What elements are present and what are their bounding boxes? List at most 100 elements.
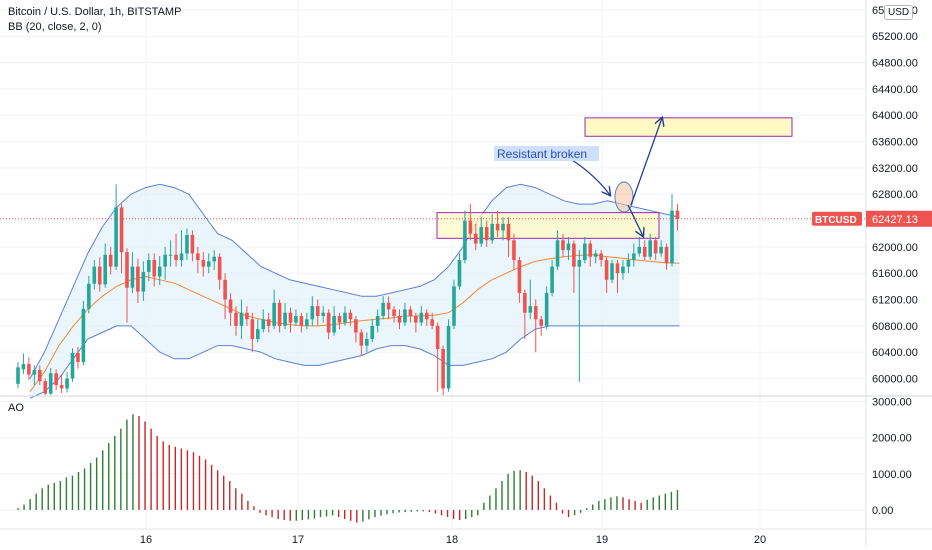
callout-box <box>494 146 599 161</box>
candle-body <box>501 223 505 231</box>
price-tag-bg <box>866 210 932 227</box>
candle-body <box>190 235 195 254</box>
candle-body <box>228 299 233 313</box>
candle-body <box>239 312 244 326</box>
candle-body <box>561 240 565 251</box>
candle-body <box>370 325 375 340</box>
candle-body <box>408 309 413 316</box>
candle-body <box>125 252 129 288</box>
candle-body <box>305 319 309 326</box>
candle-body <box>457 260 462 287</box>
candle-body <box>539 319 543 326</box>
candle-body <box>479 227 484 244</box>
candle-body <box>484 227 489 241</box>
arrow-to-target <box>630 118 662 206</box>
indicator-label[interactable]: BB (20, close, 2, 0) <box>8 21 102 33</box>
price-tick-label: 60800.00 <box>872 321 918 333</box>
candle-body <box>430 319 434 326</box>
candle-body <box>59 385 64 389</box>
candle-body <box>261 319 266 330</box>
candle-body <box>179 253 184 261</box>
candle-body <box>664 246 669 264</box>
arrow-pullback <box>627 204 643 236</box>
candle-body <box>81 308 86 363</box>
price-tick-label: 61200.00 <box>872 295 918 307</box>
candle-body <box>288 312 293 323</box>
candle-body <box>16 367 20 384</box>
price-tick-label: 60400.00 <box>872 347 918 359</box>
ao-indicator-label[interactable]: AO <box>8 402 24 414</box>
price-tag-text: 62427.13 <box>872 214 918 226</box>
candle-body <box>43 381 48 394</box>
candle-body <box>294 316 298 323</box>
candle-body <box>637 246 642 254</box>
price-tick-label: 63600.00 <box>872 137 918 149</box>
candle-body <box>555 240 560 267</box>
candle-body <box>32 369 37 375</box>
candle-body <box>386 302 391 310</box>
candle-body <box>174 254 178 261</box>
candle-body <box>310 306 315 320</box>
currency-selector[interactable]: USD <box>884 5 914 20</box>
candle-body <box>152 260 157 277</box>
time-tick-label: 16 <box>140 534 152 546</box>
candle-body <box>136 266 140 292</box>
candle-body <box>266 319 271 326</box>
last-price-tag: BTCUSD 62427.13 <box>812 210 932 227</box>
symbol-tag-bg <box>812 211 862 226</box>
price-tick-label: 64400.00 <box>872 84 918 96</box>
candle-body <box>223 279 227 300</box>
price-tick-label: 63200.00 <box>872 163 918 175</box>
candle-body <box>604 260 609 280</box>
candle-body <box>343 312 347 323</box>
candle-body <box>65 378 69 389</box>
candle-body <box>397 316 402 323</box>
candle-body <box>435 325 440 349</box>
price-tick-label: 60000.00 <box>872 374 918 386</box>
time-tick-label: 20 <box>754 534 766 546</box>
candle-body <box>392 309 396 316</box>
candle-body <box>441 348 445 389</box>
candle-body <box>48 373 53 394</box>
candle-body <box>114 207 118 267</box>
candle-body <box>359 332 364 346</box>
candle-body <box>474 233 478 244</box>
breakout-highlight <box>614 181 634 213</box>
candle-body <box>381 302 385 316</box>
candle-body <box>21 364 26 370</box>
candle-body <box>572 243 576 267</box>
candle-body <box>277 302 282 326</box>
candle-body <box>512 240 516 261</box>
ao-tick-label: 2000.00 <box>872 433 912 445</box>
candle-body <box>599 253 603 261</box>
candle-body <box>119 207 124 253</box>
candle-body <box>185 235 189 254</box>
candle-body <box>201 260 206 267</box>
candle-body <box>670 210 674 264</box>
candle-body <box>419 312 424 323</box>
candle-body <box>70 352 75 379</box>
time-tick-label: 19 <box>596 534 608 546</box>
candle-body <box>610 263 614 280</box>
candle-body <box>326 312 331 333</box>
arrow-to-breakout <box>571 159 610 195</box>
price-tick-label: 62000.00 <box>872 242 918 254</box>
callout-text: Resistant broken <box>497 147 587 161</box>
candle-body <box>495 223 500 231</box>
candle-body <box>523 292 527 313</box>
bb-upper-band <box>29 183 680 379</box>
candle-body <box>566 243 571 251</box>
candle-body <box>217 256 222 280</box>
candle-body <box>365 339 369 346</box>
candle-body <box>157 266 162 277</box>
target-zone <box>584 117 793 137</box>
candle-body <box>76 352 80 363</box>
candle-body <box>452 286 456 326</box>
ao-tick-label: 1000.00 <box>872 469 912 481</box>
candle-body <box>87 283 91 309</box>
bb-lower-band <box>29 325 680 399</box>
candle-body <box>593 253 598 257</box>
chart-title: Bitcoin / U.S. Dollar, 1h, BITSTAMP <box>8 6 182 18</box>
candle-body <box>354 319 358 333</box>
